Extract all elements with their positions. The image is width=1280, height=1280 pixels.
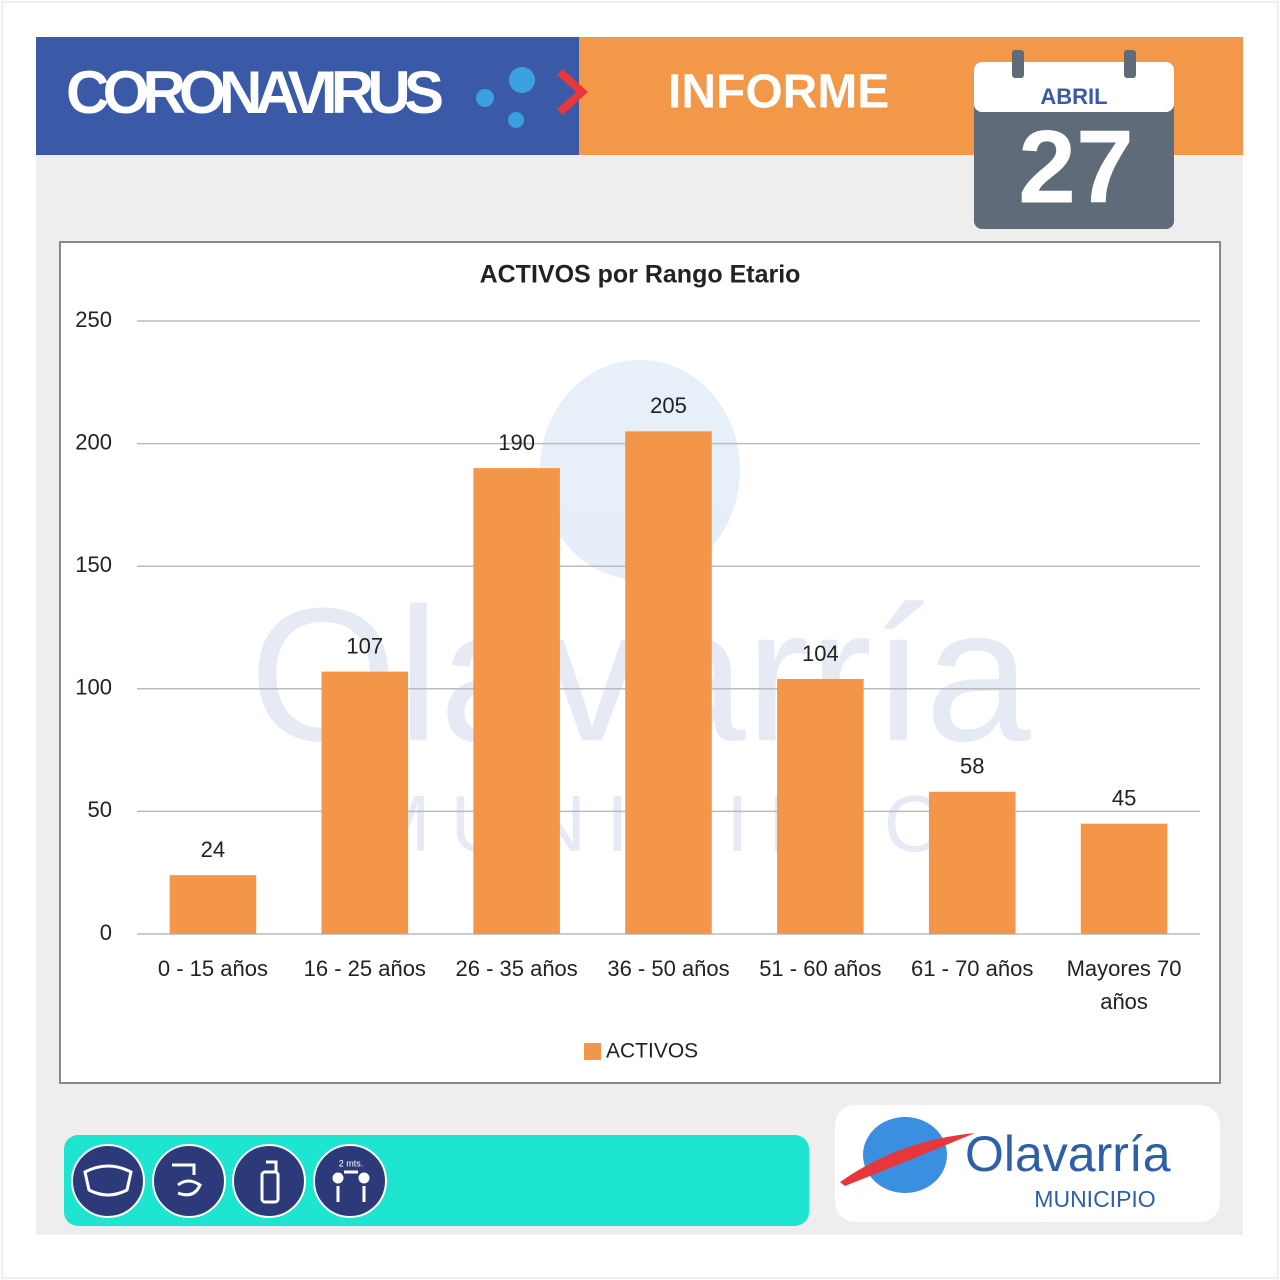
calendar-day: 27: [1018, 109, 1134, 225]
value-label: 24: [201, 837, 225, 862]
bar: [928, 791, 1016, 934]
bar: [625, 431, 712, 934]
header-title: CORONAVIRUS: [66, 59, 444, 126]
distance-label: 2 mts.: [339, 1158, 364, 1168]
logo-mark: [840, 1117, 975, 1193]
y-tick-label: 0: [100, 920, 112, 945]
value-label: 104: [802, 641, 839, 666]
virus-icons: [476, 67, 588, 128]
y-tick-label: 200: [75, 429, 112, 454]
value-label: 58: [960, 754, 984, 779]
bar: [473, 468, 560, 934]
x-tick-label: 16 - 25 años: [303, 956, 426, 981]
bar: [169, 875, 257, 934]
bar: [777, 678, 864, 934]
bar: [321, 671, 409, 934]
logo-text: Olavarría: [965, 1126, 1171, 1182]
calendar-month: ABRIL: [1040, 84, 1107, 109]
x-tick-label: Mayores 70 años: [1066, 956, 1182, 1014]
header-subtitle: INFORME: [668, 66, 889, 119]
chart-title: ACTIVOS por Rango Etario: [480, 261, 801, 289]
value-label: 205: [650, 393, 687, 418]
calendar: [974, 50, 1174, 229]
value-label: 45: [1112, 785, 1136, 810]
y-tick-label: 150: [75, 552, 112, 577]
logo-subtext: MUNICIPIO: [1034, 1186, 1155, 1212]
x-tick-label: 0 - 15 años: [157, 956, 268, 981]
value-label: 107: [346, 633, 383, 658]
x-tick-label: 61 - 70 años: [911, 956, 1034, 981]
x-tick-label: 36 - 50 años: [607, 956, 730, 981]
x-tick-label: 26 - 35 años: [455, 956, 578, 981]
legend-swatch: [584, 1043, 601, 1060]
bar: [1080, 823, 1168, 934]
y-tick-label: 50: [88, 797, 112, 822]
legend-label: ACTIVOS: [606, 1040, 698, 1063]
tip-glyphs: [83, 1160, 370, 1204]
y-tick-label: 100: [75, 675, 112, 700]
x-tick-label: 51 - 60 años: [759, 956, 882, 981]
value-label: 190: [498, 430, 535, 455]
y-tick-label: 250: [75, 307, 112, 332]
